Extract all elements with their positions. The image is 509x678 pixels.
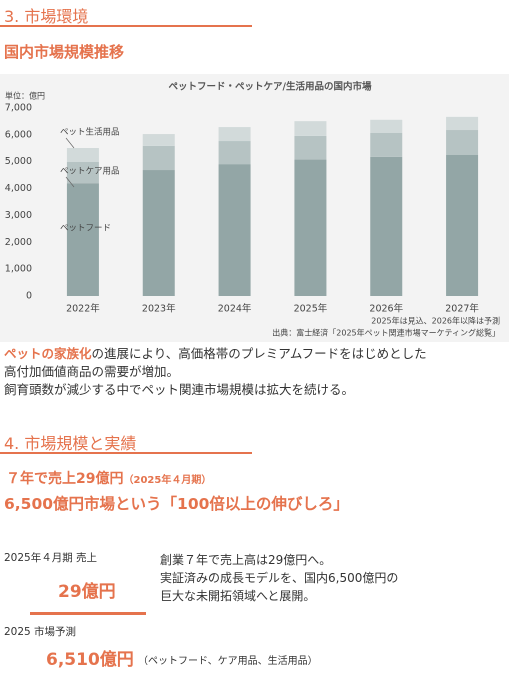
stat-rule (30, 612, 146, 615)
x-tick-label: 2023年 (142, 303, 176, 315)
section-heading: 3. 市場環境 (4, 7, 89, 26)
headline: ７年で売上29億円（2025年４月期） (6, 468, 211, 488)
bar-segment (446, 130, 479, 155)
bar-segment (370, 119, 403, 133)
y-tick-label: 5,000 (5, 156, 32, 167)
headline: 6,500億円市場という「100倍以上の伸びしろ」 (4, 495, 349, 513)
bar-segment (370, 156, 403, 296)
bar-segment (142, 170, 175, 296)
stat-value: 6,510億円 (46, 650, 134, 670)
paragraph: ペットの家族化の進展により、高価格帯のプレミアムフードをはじめとした 高付加価値… (4, 345, 427, 399)
bar-segment (218, 164, 251, 296)
series-label: ペットケア用品 (60, 167, 120, 177)
stat-value: 29億円 (58, 582, 116, 602)
bar-segment (66, 148, 99, 162)
chart-title: ペットフード・ペットケア/生活用品の国内市場 (169, 81, 372, 93)
y-tick-label: 0 (26, 291, 32, 302)
bar-segment (66, 183, 99, 296)
leader-line (65, 176, 75, 188)
y-tick-label: 3,000 (5, 210, 32, 221)
bar-segment (66, 161, 99, 184)
description: 創業７年で売上高は29億円へ。 実証済みの成長モデルを、国内6,500億円の 巨… (160, 551, 398, 605)
stat-label: 2025 市場予測 (4, 626, 77, 638)
section-heading: 4. 市場規模と実績 (4, 434, 137, 453)
text: 巨大な未開拓領域へと展開。 (160, 589, 316, 603)
y-tick-label: 1,000 (5, 264, 32, 275)
y-tick-label: 7,000 (5, 103, 32, 114)
bar-segment (446, 155, 479, 296)
bar-segment (218, 127, 251, 142)
leader-line (65, 137, 75, 149)
x-tick-label: 2022年 (66, 303, 100, 315)
note: （2025年４月期） (123, 475, 212, 486)
y-tick-label: 4,000 (5, 183, 32, 194)
x-tick-label: 2024年 (218, 303, 252, 315)
bar-segment (294, 135, 327, 160)
heading-rule (0, 452, 252, 454)
bar-segment (142, 145, 175, 171)
series-label: ペット生活用品 (60, 127, 120, 138)
bar-segment (294, 121, 327, 136)
x-tick-label: 2025年 (294, 303, 328, 315)
x-tick-label: 2027年 (445, 303, 479, 315)
bar-segment (218, 141, 251, 165)
text: 飼育頭数が減少する中でペット関連市場規模は拡大を続ける。 (4, 382, 355, 397)
text: の進展により、高価格帯のプレミアムフードをはじめとした (91, 346, 427, 361)
bar-segment (370, 132, 403, 157)
text: ７年で売上29億円 (6, 471, 124, 487)
unit-label: 単位：億円 (5, 91, 45, 101)
stat-label: 2025年４月期 売上 (4, 552, 98, 564)
series-label: ペットフード (60, 224, 111, 234)
bar-segment (142, 134, 175, 146)
bar-segment (446, 116, 479, 131)
highlight: ペットの家族化 (4, 346, 92, 361)
chart-note: 2025年は見込、2026年以降は予測 (371, 316, 500, 326)
x-tick-label: 2026年 (369, 303, 403, 315)
stat-note: （ペットフード、ケア用品、生活用品） (138, 656, 318, 667)
text: 実証済みの成長モデルを、国内6,500億円の (160, 571, 399, 585)
chart-source: 出典：富士経済「2025年ペット関連市場マーケティング総覧」 (272, 328, 500, 338)
text: 高付加価値商品の需要が増加。 (4, 364, 180, 379)
y-tick-label: 2,000 (5, 237, 32, 248)
y-tick-label: 6,000 (5, 129, 32, 140)
heading-rule (0, 25, 252, 27)
bar-segment (294, 159, 327, 296)
subheading: 国内市場規模推移 (4, 43, 125, 61)
text: 創業７年で売上高は29億円へ。 (160, 553, 332, 567)
